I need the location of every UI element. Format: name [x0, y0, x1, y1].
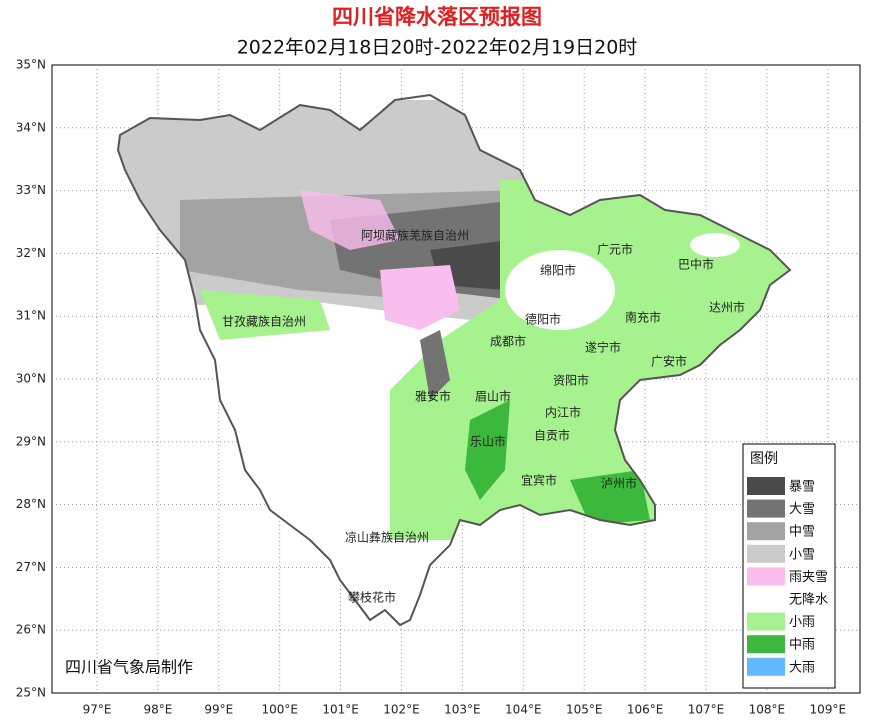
legend-swatch: [747, 635, 785, 654]
lon-label: 109°E: [810, 703, 847, 717]
lat-label: 28°N: [16, 497, 46, 511]
lat-label: 25°N: [16, 686, 46, 700]
place-label: 达州市: [709, 300, 745, 315]
legend-swatch: [747, 499, 785, 518]
lat-label: 31°N: [16, 309, 46, 323]
legend-swatch: [747, 477, 785, 495]
legend-label: 暴雪: [789, 480, 815, 495]
place-label: 雅安市: [415, 389, 451, 404]
place-label: 内江市: [545, 405, 581, 420]
legend-swatch: [747, 590, 785, 608]
place-label: 乐山市: [470, 434, 506, 449]
place-label: 广安市: [651, 354, 687, 369]
lat-label: 26°N: [16, 623, 46, 637]
lat-label: 27°N: [16, 560, 46, 574]
legend-label: 小雨: [789, 615, 815, 630]
place-label: 资阳市: [553, 373, 589, 388]
lat-label: 30°N: [16, 372, 46, 386]
place-label: 绵阳市: [540, 263, 576, 278]
legend-label: 大雨: [789, 660, 815, 675]
legend-title: 图例: [750, 451, 778, 467]
subtitle: 2022年02月18日20时-2022年02月19日20时: [237, 37, 638, 59]
place-label: 德阳市: [525, 312, 561, 327]
legend-label: 中雨: [789, 638, 815, 653]
lon-label: 105°E: [566, 703, 603, 717]
place-label: 宜宾市: [521, 473, 557, 488]
lon-label: 104°E: [505, 703, 542, 717]
place-label: 南充市: [625, 310, 661, 325]
lon-label: 100°E: [261, 703, 298, 717]
legend-swatch: [747, 657, 785, 676]
place-label: 眉山市: [475, 389, 511, 404]
legend-swatch: [747, 612, 785, 631]
legend-swatch: [747, 544, 785, 563]
lat-label: 29°N: [16, 434, 46, 448]
place-label: 成都市: [490, 334, 526, 349]
lon-label: 101°E: [322, 703, 359, 717]
lat-label: 33°N: [16, 183, 46, 197]
lon-label: 108°E: [749, 703, 786, 717]
lat-label: 35°N: [16, 58, 46, 72]
legend-swatch: [747, 567, 785, 586]
places: 阿坝藏族羌族自治州 绵阳市 广元市 巴中市 甘孜藏族自治州 德阳市 南充市 达州…: [222, 229, 745, 605]
legend-label: 雨夹雪: [789, 570, 828, 585]
lon-label: 98°E: [143, 703, 172, 717]
lon-label: 103°E: [444, 703, 481, 717]
lat-label: 32°N: [16, 246, 46, 260]
title: 四川省降水落区预报图: [332, 5, 542, 29]
place-label: 泸州市: [601, 476, 637, 491]
legend-label: 无降水: [789, 593, 828, 608]
place-label: 凉山彝族自治州: [345, 530, 429, 545]
place-label: 自贡市: [534, 428, 570, 443]
legend-label: 中雪: [789, 525, 815, 540]
lon-label: 102°E: [383, 703, 420, 717]
lon-label: 106°E: [627, 703, 664, 717]
credit: 四川省气象局制作: [65, 658, 193, 677]
place-label: 巴中市: [678, 257, 714, 272]
place-label: 甘孜藏族自治州: [222, 315, 306, 329]
lon-label: 107°E: [688, 703, 725, 717]
lat-label: 34°N: [16, 120, 46, 134]
lon-label: 99°E: [204, 703, 233, 717]
place-label: 遂宁市: [585, 340, 621, 355]
lon-label: 97°E: [83, 703, 112, 717]
place-label: 阿坝藏族羌族自治州: [361, 229, 469, 243]
legend-label: 大雪: [789, 502, 815, 517]
place-label: 攀枝花市: [348, 590, 396, 605]
legend-label: 小雪: [789, 547, 815, 562]
legend-swatch: [747, 522, 785, 541]
place-label: 广元市: [597, 242, 633, 257]
